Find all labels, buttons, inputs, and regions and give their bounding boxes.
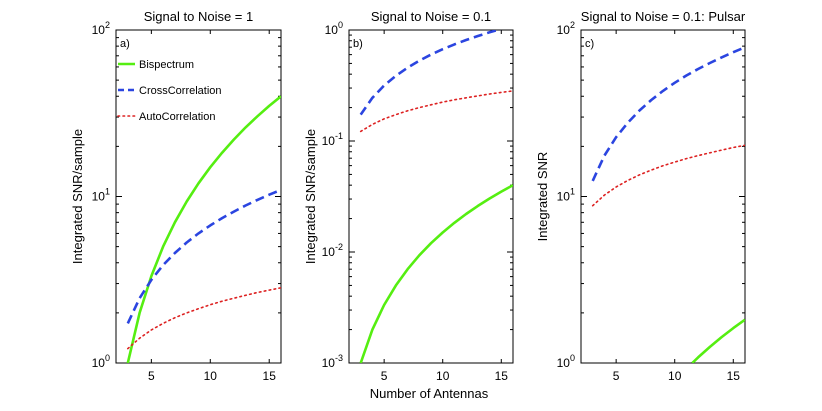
y-tick-label: 102 xyxy=(557,20,575,37)
legend: Bispectrum CrossCorrelation AutoCorrelatio… xyxy=(117,59,222,123)
series-line-autocorrelation xyxy=(591,144,745,207)
x-tick-label: 5 xyxy=(381,369,388,383)
x-tick-label: 5 xyxy=(148,369,155,383)
y-tick-label: 101 xyxy=(557,187,575,204)
y-tick-label: 100 xyxy=(325,20,343,37)
panel-2: Signal to Noise = 0.1 b) Integrated SNR/sa… xyxy=(303,9,514,383)
y-tick-label: 102 xyxy=(92,20,110,37)
series-line-bispectrum xyxy=(691,318,745,363)
series-group xyxy=(359,30,513,363)
y-tick-label: 10-2 xyxy=(322,242,343,259)
series-line-crosscorrelation xyxy=(359,30,502,116)
panel-letter-label: b) xyxy=(353,38,363,50)
chart-title: Signal to Noise = 0.1: Pulsar xyxy=(581,9,746,24)
x-tick-label: 15 xyxy=(727,369,741,383)
y-axis-label: Integrated SNR/sample xyxy=(303,129,318,264)
y-tick-label: 10-3 xyxy=(322,353,343,370)
x-tick-label: 10 xyxy=(204,369,218,383)
y-tick-label: 100 xyxy=(557,353,575,370)
x-axis-label: Number of Antennas xyxy=(370,386,489,401)
panel-letter-label: c) xyxy=(585,38,594,50)
y-tick-label: 10-1 xyxy=(322,131,343,148)
series-line-bispectrum xyxy=(126,95,281,363)
chart-title: Signal to Noise = 1 xyxy=(144,9,253,24)
panels: Signal to Noise = 1 a) Integrated SNR/samp… xyxy=(70,9,746,383)
series-group xyxy=(591,46,745,363)
legend-label: AutoCorrelation xyxy=(139,111,215,123)
x-tick-label: 10 xyxy=(436,369,450,383)
panel-3: Signal to Noise = 0.1: Pulsar c) Integrate… xyxy=(535,9,746,383)
x-tick-label: 5 xyxy=(613,369,620,383)
legend-label: CrossCorrelation xyxy=(139,85,222,97)
series-line-autocorrelation xyxy=(127,286,281,350)
series-line-autocorrelation xyxy=(359,90,513,133)
chart-title: Signal to Noise = 0.1 xyxy=(371,9,491,24)
panel-letter-label: a) xyxy=(120,38,130,50)
y-tick-label: 100 xyxy=(92,353,110,370)
series-line-bispectrum xyxy=(359,184,513,363)
x-tick-label: 10 xyxy=(668,369,682,383)
legend-label: Bispectrum xyxy=(139,59,194,71)
series-group xyxy=(126,95,281,363)
axes-frame xyxy=(348,29,514,364)
y-tick-label: 101 xyxy=(92,187,110,204)
x-tick-label: 15 xyxy=(263,369,277,383)
panel-1: Signal to Noise = 1 a) Integrated SNR/samp… xyxy=(70,9,282,383)
x-tick-label: 15 xyxy=(495,369,509,383)
y-axis-label: Integrated SNR xyxy=(535,152,550,242)
y-axis-label: Integrated SNR/sample xyxy=(70,129,85,264)
